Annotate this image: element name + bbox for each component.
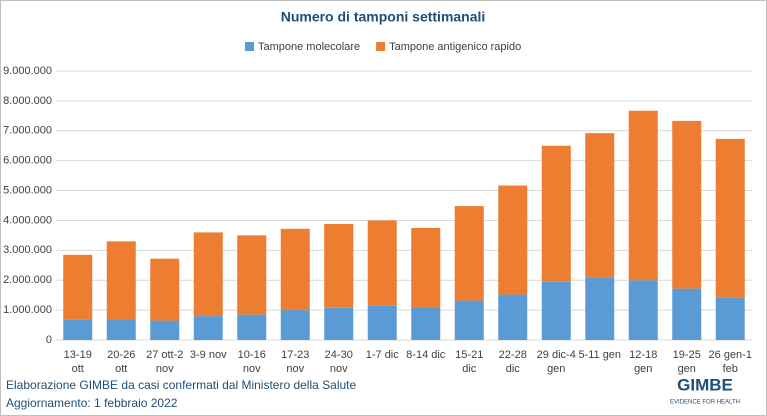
- bar-segment: [63, 319, 93, 340]
- legend-swatch: [376, 42, 386, 51]
- source-note: Elaborazione GIMBE da casi confermati da…: [6, 378, 357, 392]
- y-tick-label: 2.000.000: [3, 274, 52, 286]
- bar-segment: [324, 224, 354, 308]
- x-tick-label: gen: [678, 363, 696, 375]
- y-tick-label: 0: [46, 334, 52, 346]
- x-tick-label: 5-11 gen: [578, 349, 621, 361]
- bar-segment: [454, 206, 484, 301]
- bar-segment: [628, 110, 658, 281]
- x-tick-label: 22-28: [499, 349, 527, 361]
- x-tick-label: nov: [243, 363, 261, 375]
- y-tick-label: 7.000.000: [3, 125, 52, 137]
- x-tick-label: 15-21: [455, 349, 483, 361]
- y-tick-label: 1.000.000: [3, 304, 52, 316]
- x-tick-label: 19-25: [673, 349, 701, 361]
- x-tick-label: feb: [723, 363, 738, 375]
- x-tick-label: ott: [72, 363, 84, 375]
- y-tick-label: 8.000.000: [3, 95, 52, 107]
- x-tick-label: gen: [634, 363, 652, 375]
- bar-segment: [411, 307, 441, 340]
- x-tick-label: 3-9 nov: [190, 349, 227, 361]
- y-tick-label: 3.000.000: [3, 244, 52, 256]
- bar-segment: [106, 241, 136, 320]
- x-tick-label: 20-26: [107, 349, 135, 361]
- bar-segment: [193, 232, 223, 317]
- x-tick-label: 13-19: [64, 349, 92, 361]
- bar-segment: [193, 316, 223, 340]
- x-tick-label: 12-18: [629, 349, 657, 361]
- logo-tagline: EVIDENCE FOR HEALTH: [670, 400, 740, 406]
- bar-segment: [672, 120, 702, 289]
- x-tick-label: 8-14 dic: [406, 349, 446, 361]
- legend-label: Tampone antigenico rapido: [389, 41, 521, 53]
- bar-segment: [367, 305, 397, 340]
- y-tick-label: 6.000.000: [3, 155, 52, 167]
- x-tick-label: 1-7 dic: [366, 349, 400, 361]
- x-tick-label: ott: [115, 363, 127, 375]
- x-tick-label: 29 dic-4: [537, 349, 576, 361]
- bar-segment: [237, 314, 267, 340]
- x-tick-label: 17-23: [281, 349, 309, 361]
- y-tick-label: 9.000.000: [3, 65, 52, 77]
- y-tick-label: 4.000.000: [3, 214, 52, 226]
- bar-segment: [585, 133, 615, 278]
- bar-segment: [280, 228, 310, 311]
- legend-swatch: [245, 42, 254, 51]
- x-tick-label: nov: [330, 363, 348, 375]
- x-tick-label: dic: [462, 363, 477, 375]
- bar-segment: [628, 280, 658, 340]
- bar-segment: [106, 319, 136, 340]
- bar-segment: [585, 277, 615, 340]
- bar-segment: [324, 307, 354, 340]
- bar-segment: [715, 297, 745, 340]
- x-tick-label: 24-30: [325, 349, 353, 361]
- bar-segment: [63, 254, 93, 320]
- bar-segment: [498, 294, 528, 340]
- legend-label: Tampone molecolare: [258, 41, 360, 53]
- x-tick-label: gen: [547, 363, 565, 375]
- bar-segment: [541, 145, 571, 282]
- x-tick-label: 26 gen-1: [709, 349, 752, 361]
- bar-segment: [498, 185, 528, 295]
- bar-segment: [672, 288, 702, 340]
- chart-title: Numero di tamponi settimanali: [281, 9, 486, 25]
- bar-segment: [541, 281, 571, 340]
- bar-segment: [367, 220, 397, 306]
- x-tick-label: 27 ott-2: [146, 349, 183, 361]
- y-tick-label: 5.000.000: [3, 184, 52, 196]
- bar-segment: [150, 320, 180, 340]
- x-tick-label: 10-16: [238, 349, 266, 361]
- bar-segment: [280, 310, 310, 340]
- x-tick-label: nov: [286, 363, 304, 375]
- bar-segment: [411, 227, 441, 308]
- x-tick-label: nov: [156, 363, 174, 375]
- x-tick-label: dic: [506, 363, 521, 375]
- bar-segment: [715, 138, 745, 298]
- bar-segment: [150, 258, 180, 321]
- update-note: Aggiornamento: 1 febbraio 2022: [6, 396, 178, 410]
- bar-segment: [454, 300, 484, 340]
- bar-segment: [237, 235, 267, 315]
- logo: GIMBE: [677, 375, 733, 394]
